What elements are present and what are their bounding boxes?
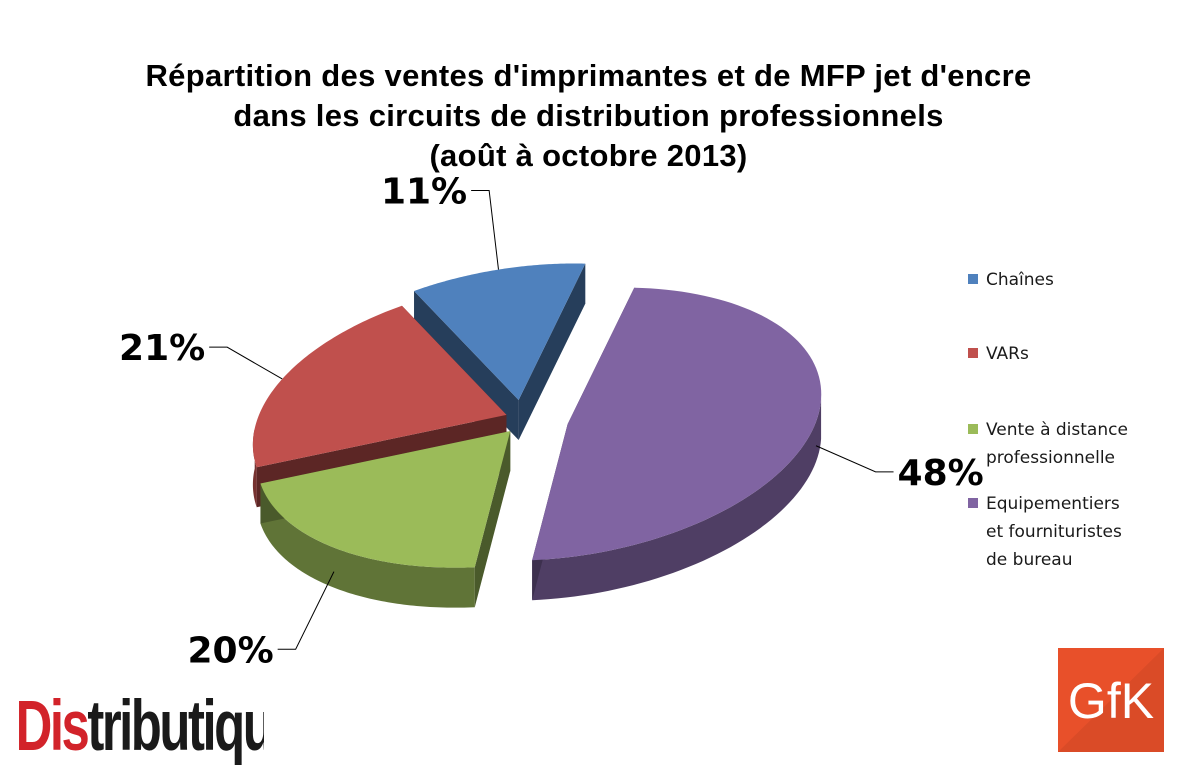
legend-label: et fournituristes	[986, 522, 1122, 542]
legend-label: Vente à distance	[986, 420, 1128, 440]
legend-label: VARs	[986, 344, 1029, 364]
svg-text:GfK: GfK	[1068, 673, 1154, 729]
data-label-vente-a-distance-professionnelle: 20%	[187, 630, 273, 671]
slice-top	[252, 305, 507, 468]
leader-line-vente-a-distance-professionnelle	[277, 571, 335, 650]
chart-title-line-2: dans les circuits de distribution profes…	[233, 98, 944, 133]
legend-swatch	[968, 274, 978, 284]
distributique-logo: Distributique	[16, 687, 264, 766]
leader-line-vars	[209, 346, 283, 380]
chart-title-line-1: Répartition des ventes d'imprimantes et …	[145, 58, 1032, 93]
data-label-equipementiers-et-fournituristes-de-bureau: 48%	[898, 453, 984, 494]
gfk-logo-background	[1058, 648, 1164, 752]
data-label-chaines: 11%	[381, 172, 467, 213]
distributique-logo-red-part: Dis	[16, 687, 88, 766]
svg-text:Distributique: Distributique	[16, 687, 264, 766]
data-label-vars: 21%	[119, 328, 205, 369]
slice-top	[532, 287, 822, 561]
distributique-logo-dark-part: tributique	[87, 687, 264, 766]
slice-top	[260, 431, 511, 568]
legend-label: Equipementiers	[986, 494, 1120, 514]
legend-label: de bureau	[986, 550, 1073, 570]
gfk-logo: GfK	[1058, 648, 1164, 752]
legend-item-equipementiers-et-fournituristes-de-bureau: Equipementiers et fournituristes de bureau	[968, 494, 1122, 570]
leader-lines	[209, 190, 894, 650]
slice-vente-a-distance-professionnelle	[260, 431, 511, 608]
legend-item-chaines: Chaînes	[968, 270, 1054, 290]
slice-top	[414, 263, 586, 401]
chart-title-line-3: (août à octobre 2013)	[429, 138, 748, 173]
legend-label: professionnelle	[986, 448, 1115, 468]
slice-cut-face	[474, 431, 511, 608]
legend-label: Chaînes	[986, 270, 1054, 290]
slice-side	[532, 399, 822, 601]
legend-swatch	[968, 348, 978, 358]
legend-swatch	[968, 498, 978, 508]
legend-item-vars: VARs	[968, 344, 1029, 364]
slice-equipementiers-et-fournituristes-de-bureau	[532, 287, 822, 601]
slice-side	[260, 483, 475, 608]
legend: Chaînes VARs Vente à distance professionnel…	[968, 270, 1128, 570]
data-labels: 11% 21% 20% 48%	[119, 172, 984, 672]
gfk-logo-fold	[1058, 648, 1164, 752]
slice-cut-face	[518, 263, 586, 441]
pie-slices	[252, 263, 822, 608]
leader-line-equipementiers-et-fournituristes-de-bureau	[815, 445, 894, 473]
legend-item-vente-a-distance-professionnelle: Vente à distance professionnelle	[968, 420, 1128, 468]
chart-title: Répartition des ventes d'imprimantes et …	[0, 56, 1177, 176]
leader-line-chaines	[471, 190, 499, 270]
legend-swatch	[968, 424, 978, 434]
